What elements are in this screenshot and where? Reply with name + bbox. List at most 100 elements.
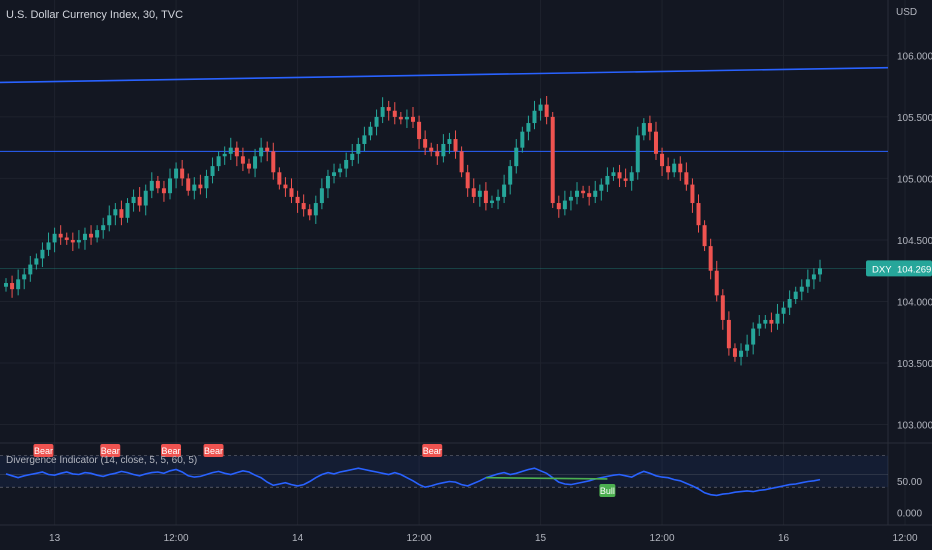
candle-body xyxy=(435,151,440,157)
candle-body xyxy=(283,184,288,189)
candle-body xyxy=(745,344,750,351)
pane-separator xyxy=(0,0,932,526)
candle-body xyxy=(471,188,476,197)
candle-body xyxy=(423,139,428,148)
price-axis[interactable]: 106.000 105.500 105.000 104.500 104.000 103.5… xyxy=(897,51,932,519)
candle-body xyxy=(556,203,561,210)
candle-body xyxy=(289,188,294,197)
candle-body xyxy=(411,116,415,122)
candle-body xyxy=(28,264,33,275)
candle-body xyxy=(107,215,112,226)
bear-marker-label: Bear xyxy=(423,446,442,456)
candle-body xyxy=(131,196,136,204)
candle-body xyxy=(672,163,677,173)
candle-body xyxy=(386,107,391,111)
time-tick-label: 16 xyxy=(778,533,790,544)
candle-body xyxy=(137,196,142,206)
candle-body xyxy=(702,225,707,247)
candle-body xyxy=(101,225,106,231)
candle-body xyxy=(198,184,203,189)
candle-body xyxy=(4,283,8,287)
candle-body xyxy=(653,131,658,154)
candle-body xyxy=(793,291,798,300)
candle-body xyxy=(301,203,306,210)
candle-body xyxy=(732,348,737,357)
candle-body xyxy=(605,175,610,185)
time-tick-label: 12:00 xyxy=(893,533,918,544)
candle-body xyxy=(10,283,15,290)
candle-body xyxy=(234,147,239,157)
candle-body xyxy=(714,270,719,296)
candle-body xyxy=(787,299,792,308)
candle-body xyxy=(502,184,507,197)
candle-body xyxy=(726,319,731,349)
candle-body xyxy=(174,168,179,179)
candle-body xyxy=(34,258,39,265)
candle-body xyxy=(477,190,482,197)
candle-body xyxy=(265,147,270,152)
candle-body xyxy=(319,188,324,204)
bear-marker-label: Bear xyxy=(101,446,120,456)
candle-body xyxy=(58,233,63,238)
candle-body xyxy=(532,110,537,124)
last-price-badge: DXY 104.269 xyxy=(866,260,932,277)
candle-body xyxy=(204,175,209,189)
candle-body xyxy=(417,121,422,140)
candle-body xyxy=(587,193,592,197)
candle-body xyxy=(647,123,652,132)
candle-body xyxy=(769,319,774,324)
candle-body xyxy=(216,156,221,167)
candle-body xyxy=(538,104,543,111)
candle-body xyxy=(781,307,786,314)
candle-body xyxy=(119,209,124,218)
candle-body xyxy=(325,175,330,189)
candle-body xyxy=(696,203,701,226)
candle-body xyxy=(271,151,276,173)
candles xyxy=(4,95,822,366)
candle-body xyxy=(192,184,197,191)
price-lines xyxy=(0,66,889,269)
candle-body xyxy=(22,274,27,280)
price-tick-label: 103.000 xyxy=(897,421,932,432)
candle-body xyxy=(629,172,634,181)
candle-body xyxy=(690,184,695,204)
candle-body xyxy=(465,172,470,189)
candle-body xyxy=(818,268,822,275)
candle-body xyxy=(550,116,555,204)
candle-body xyxy=(593,190,598,197)
candle-body xyxy=(447,139,452,144)
candle-body xyxy=(350,153,355,160)
candle-body xyxy=(459,151,464,173)
time-tick-label: 12:00 xyxy=(407,533,432,544)
candle-body xyxy=(52,233,57,243)
candle-body xyxy=(253,156,258,169)
bull-marker xyxy=(599,484,616,497)
candle-body xyxy=(811,274,816,280)
bull-divergence-line xyxy=(485,476,608,480)
candle-body xyxy=(599,184,604,191)
bear-marker-label: Bear xyxy=(162,446,181,456)
candle-body xyxy=(143,190,148,206)
candle-body xyxy=(799,286,804,292)
candle-body xyxy=(568,196,573,201)
candle-body xyxy=(307,209,312,216)
candle-body xyxy=(295,196,300,204)
candle-body xyxy=(155,180,160,189)
symbol-label: DXY xyxy=(872,264,892,275)
price-tick-label: 106.000 xyxy=(897,51,932,62)
candle-body xyxy=(617,172,622,179)
candle-body xyxy=(95,230,100,238)
candle-body xyxy=(684,172,689,185)
candle-body xyxy=(489,200,494,204)
candle-body xyxy=(520,131,525,148)
candle-body xyxy=(666,166,671,173)
candle-body xyxy=(611,172,616,176)
candle-body xyxy=(641,123,646,136)
currency-label: USD xyxy=(896,7,918,18)
last-price-label: 104.269 xyxy=(897,264,931,275)
candle-body xyxy=(240,156,245,164)
candle-body xyxy=(16,279,21,290)
candle-body xyxy=(313,203,318,216)
